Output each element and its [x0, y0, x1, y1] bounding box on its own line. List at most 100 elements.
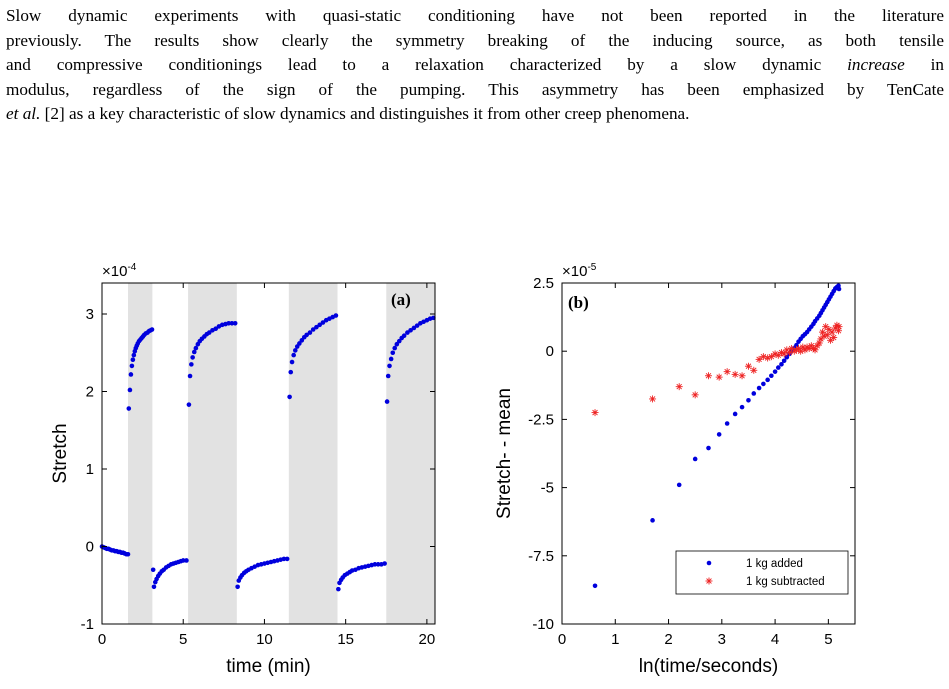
legend-entry-label: 1 kg added	[746, 558, 803, 570]
data-point-star	[705, 372, 712, 380]
x-tick-label: 1	[611, 631, 619, 648]
data-point	[706, 445, 711, 451]
chart-a-x-ticks: 0 5 10 15 20	[98, 283, 435, 648]
y-tick-label: 0	[86, 539, 94, 556]
data-point-star	[723, 368, 731, 376]
data-point	[775, 365, 781, 370]
chart-b-x-ticks: 0 1 2 3 4 5	[558, 283, 833, 648]
paragraph-line-5: et al. [2] as a key characteristic of sl…	[6, 102, 944, 127]
legend-marker-star	[705, 577, 713, 585]
chart-a-x-label: time (min)	[226, 656, 310, 677]
y-tick-label: 2.5	[533, 275, 554, 292]
chart-a-shaded-intervals	[127, 283, 435, 624]
y-tick-label: 0	[546, 343, 554, 360]
data-point	[781, 358, 787, 364]
x-tick-label: 10	[256, 631, 273, 648]
data-point	[751, 391, 757, 396]
data-point	[746, 398, 751, 403]
data-point	[650, 518, 655, 523]
data-point-star	[767, 353, 775, 361]
data-point-star	[755, 355, 763, 363]
data-point	[372, 562, 378, 567]
chart-b-y-ticks: -10 -7.5 -5 -2.5 0 2.5	[528, 275, 855, 633]
emphasis-et-al: et al.	[6, 104, 41, 123]
y-tick-label: -10	[532, 616, 554, 633]
data-point	[761, 381, 766, 387]
data-point	[779, 361, 784, 367]
data-point	[396, 338, 402, 344]
x-tick-label: 0	[98, 631, 106, 648]
data-point	[180, 558, 186, 563]
data-point	[382, 561, 387, 566]
data-point	[297, 341, 302, 346]
x-tick-label: 0	[558, 631, 566, 648]
chart-b-axes-box	[561, 282, 856, 625]
data-point	[310, 327, 316, 332]
chart-b-panel-label: (b)	[568, 293, 589, 312]
data-point	[317, 322, 322, 328]
data-point-star	[780, 350, 788, 358]
x-tick-label: 2	[664, 631, 672, 648]
data-point-star	[828, 328, 836, 336]
data-point	[150, 567, 156, 573]
y-tick-label: 2	[86, 384, 94, 401]
data-point	[149, 327, 155, 332]
data-point	[732, 411, 738, 417]
data-point	[281, 556, 287, 562]
chart-a-axes-box	[101, 282, 436, 625]
chart-b-points	[591, 283, 843, 589]
data-point-star	[649, 395, 657, 403]
x-tick-label: 4	[771, 631, 779, 648]
y-tick-label: 3	[86, 306, 94, 323]
data-point	[226, 321, 232, 326]
data-point	[191, 349, 197, 355]
shaded-interval	[188, 283, 237, 624]
data-point	[232, 321, 238, 326]
data-point	[405, 330, 410, 335]
data-point	[394, 341, 400, 347]
data-point	[375, 562, 381, 567]
paragraph-line-3: and compressive conditionings lead to a …	[6, 53, 944, 78]
data-point	[284, 556, 290, 562]
y-tick-label: -2.5	[528, 411, 554, 428]
shaded-interval	[386, 283, 435, 624]
data-point	[291, 352, 296, 358]
data-point	[333, 313, 339, 318]
data-point	[836, 286, 842, 292]
data-point	[235, 584, 240, 590]
data-point	[229, 321, 235, 326]
data-point	[314, 324, 319, 330]
data-point	[772, 369, 778, 374]
data-point	[401, 333, 407, 339]
data-point	[151, 584, 157, 590]
chart-a-points	[99, 313, 436, 592]
data-point	[739, 404, 745, 410]
y-tick-label: 1	[86, 461, 94, 478]
data-point	[130, 357, 136, 363]
x-tick-label: 5	[179, 631, 187, 648]
data-point	[127, 387, 133, 393]
x-tick-label: 20	[419, 631, 436, 648]
chart-b-y-multiplier: ×10-5	[562, 262, 597, 280]
emphasis-increase: increase	[847, 55, 905, 74]
x-tick-label: 5	[824, 631, 832, 648]
data-point	[193, 345, 199, 351]
data-point-star	[738, 372, 746, 380]
data-point	[794, 342, 799, 348]
data-point	[129, 363, 135, 369]
data-point-star	[591, 409, 599, 417]
data-point	[387, 363, 392, 369]
data-point	[206, 330, 212, 335]
data-point	[320, 320, 326, 325]
data-point	[307, 330, 313, 335]
chart-b-x-label: ln(time/seconds)	[639, 656, 778, 677]
y-tick-label: -1	[81, 616, 94, 633]
chart-a-panel-label: (a)	[391, 290, 411, 309]
data-point-star	[744, 362, 752, 370]
chart-a-y-ticks: -1 0 1 2 3	[81, 306, 435, 633]
legend-entry-label: 1 kg subtracted	[746, 576, 825, 588]
x-tick-label: 3	[718, 631, 726, 648]
data-point	[769, 373, 774, 379]
y-tick-label: -5	[541, 480, 554, 497]
